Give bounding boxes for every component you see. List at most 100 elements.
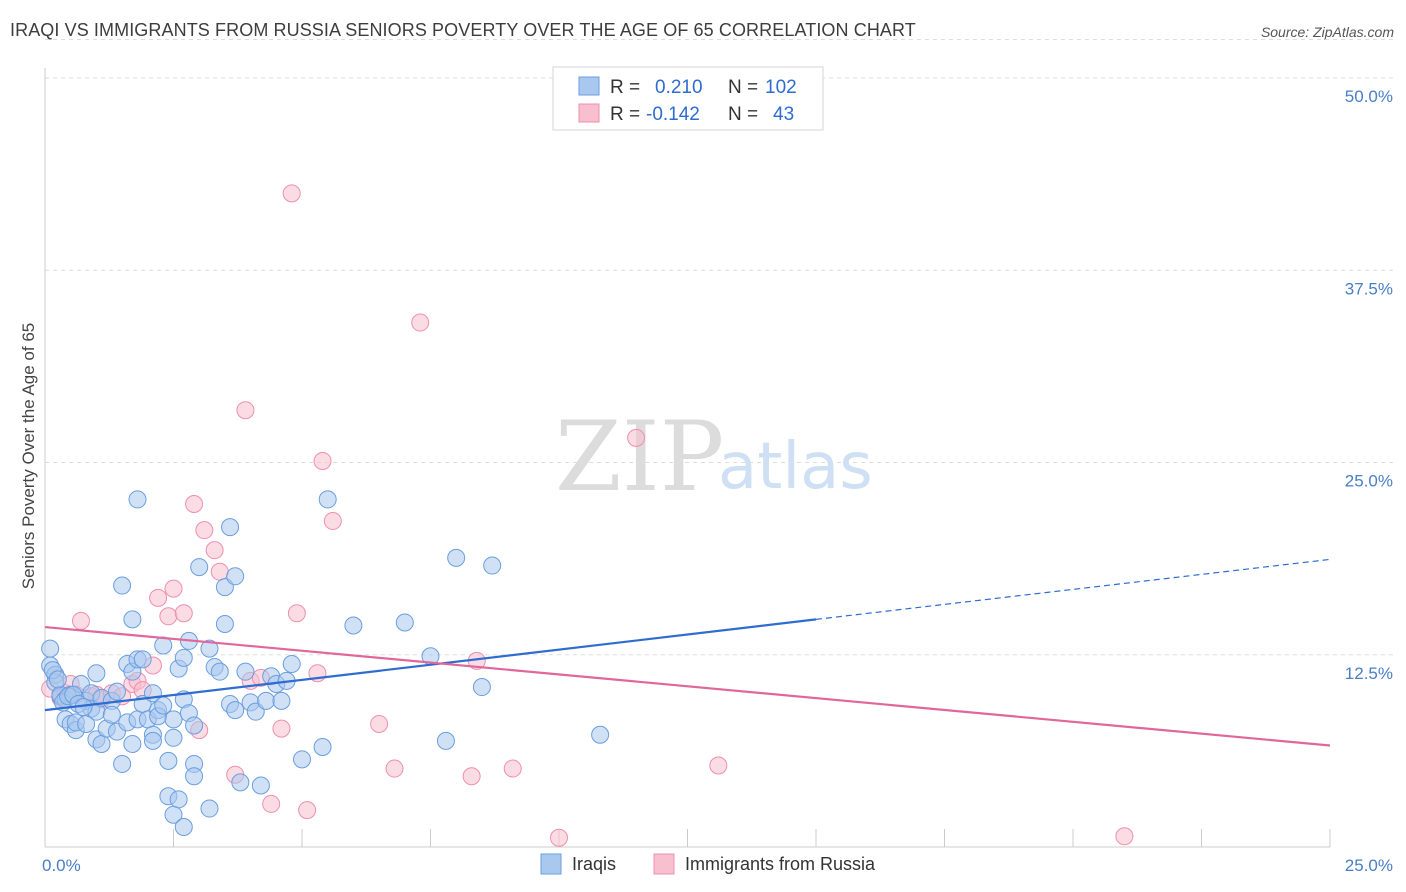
watermark-atlas: atlas: [718, 430, 873, 504]
x-tick-labels: 0.0% 25.0%: [42, 856, 1393, 875]
point-iraqi-93: [483, 556, 502, 575]
legend-n-label-2: N =: [728, 104, 758, 125]
bottom-legend-iraqis: Iraqis: [572, 854, 616, 874]
point-russia-43: [627, 428, 646, 447]
point-iraqi-17: [87, 664, 106, 683]
point-russia-33: [298, 801, 317, 820]
point-iraqi-96: [48, 670, 67, 689]
bottom-legend-swatch-iraqis: [540, 853, 562, 875]
legend-r-value-1: 0.210: [655, 77, 703, 98]
point-russia-32: [287, 604, 306, 623]
point-russia-16: [149, 588, 168, 607]
point-iraqi-68: [215, 614, 234, 633]
chart-title: IRAQI VS IMMIGRANTS FROM RUSSIA SENIORS …: [10, 20, 916, 40]
point-iraqi-66: [210, 662, 229, 681]
data-points: [41, 184, 1134, 847]
point-russia-19: [174, 604, 193, 623]
bottom-legend-russia: Immigrants from Russia: [685, 854, 876, 874]
trendline-russia: [44, 625, 1331, 747]
watermark: ZIP atlas: [555, 401, 873, 513]
bottom-legend: Iraqis Immigrants from Russia: [540, 853, 876, 875]
point-iraqi-88: [395, 613, 414, 632]
point-russia-35: [313, 451, 332, 470]
legend-n-value-1: 102: [765, 77, 797, 98]
source-label: Source: ZipAtlas.com: [1260, 24, 1394, 40]
watermark-zip: ZIP: [555, 401, 724, 513]
point-russia-42: [550, 828, 568, 847]
point-iraqi-86: [318, 490, 337, 509]
trendline-iraqis-extension: [815, 558, 1331, 620]
point-russia-20: [185, 495, 204, 514]
point-iraqi-90: [436, 731, 455, 750]
point-iraqi-78: [257, 691, 276, 710]
point-iraqi-73: [231, 773, 250, 792]
point-russia-23: [205, 541, 224, 560]
point-iraqi-60: [185, 767, 204, 786]
point-iraqi-72: [226, 701, 245, 720]
legend-swatch-iraqis: [578, 76, 600, 96]
point-iraqi-74: [236, 662, 255, 681]
y-tick-label-3: 50.0%: [1345, 87, 1393, 106]
legend-r-label-2: R =: [610, 104, 640, 125]
point-iraqi-64: [200, 639, 219, 658]
point-russia-36: [323, 511, 342, 530]
x-tick-label-1: 25.0%: [1345, 856, 1393, 875]
point-iraqi-32: [123, 734, 142, 753]
bottom-legend-swatch-russia: [653, 853, 675, 875]
point-iraqi-81: [272, 691, 291, 710]
y-axis-title: Seniors Poverty Over the Age of 65: [19, 323, 38, 589]
point-iraqi-63: [200, 799, 219, 818]
trendline-iraqis: [44, 618, 817, 712]
point-iraqi-87: [344, 616, 363, 635]
point-iraqi-52: [169, 790, 188, 809]
point-iraqi-91: [447, 548, 466, 567]
point-iraqi-83: [282, 654, 301, 673]
point-iraqi-50: [164, 728, 183, 747]
point-russia-39: [411, 313, 430, 332]
legend-n-value-2: 43: [773, 104, 794, 125]
point-iraqi-70: [221, 518, 240, 537]
point-russia-45: [1115, 827, 1134, 846]
point-iraqi-92: [472, 678, 491, 697]
point-russia-41: [503, 759, 522, 778]
point-iraqi-33: [123, 610, 142, 629]
point-iraqi-38: [133, 650, 152, 669]
point-iraqi-94: [591, 725, 610, 744]
trendlines: [44, 558, 1331, 747]
point-russia-26: [236, 401, 255, 420]
point-russia-17: [159, 607, 178, 626]
y-tick-label-0: 12.5%: [1345, 664, 1393, 683]
point-iraqi-47: [159, 751, 178, 770]
point-iraqi-28: [113, 576, 132, 595]
point-iraqi-25: [107, 682, 126, 701]
y-tick-labels: 12.5% 25.0% 37.5% 50.0%: [1345, 87, 1393, 683]
point-iraqi-46: [154, 696, 173, 715]
point-iraqi-49: [164, 710, 183, 729]
point-iraqi-61: [185, 716, 204, 735]
point-iraqi-54: [174, 648, 193, 667]
point-iraqi-77: [251, 776, 270, 795]
point-iraqi-27: [113, 754, 132, 773]
grid-lines: [45, 39, 1395, 656]
point-iraqi-56: [174, 818, 193, 837]
point-russia-30: [272, 719, 291, 738]
point-iraqi-20: [92, 734, 111, 753]
point-russia-31: [282, 184, 301, 203]
point-russia-44: [709, 756, 728, 775]
point-russia-40: [462, 767, 481, 786]
legend-r-label-1: R =: [610, 77, 640, 98]
point-russia-24: [210, 562, 229, 581]
top-legend: R = 0.210 N = 102 R = -0.142 N = 43: [552, 66, 824, 131]
point-iraqi-71: [226, 567, 245, 586]
point-russia-18: [164, 579, 183, 598]
y-tick-label-1: 25.0%: [1345, 472, 1393, 491]
y-tick-label-2: 37.5%: [1345, 279, 1393, 298]
point-iraqi-62: [190, 558, 209, 577]
legend-swatch-russia: [578, 103, 600, 123]
point-iraqi-84: [293, 750, 311, 769]
point-russia-22: [195, 521, 214, 540]
x-tick-label-0: 0.0%: [42, 856, 81, 875]
point-iraqi-41: [143, 731, 162, 750]
point-iraqi-24: [102, 705, 121, 724]
